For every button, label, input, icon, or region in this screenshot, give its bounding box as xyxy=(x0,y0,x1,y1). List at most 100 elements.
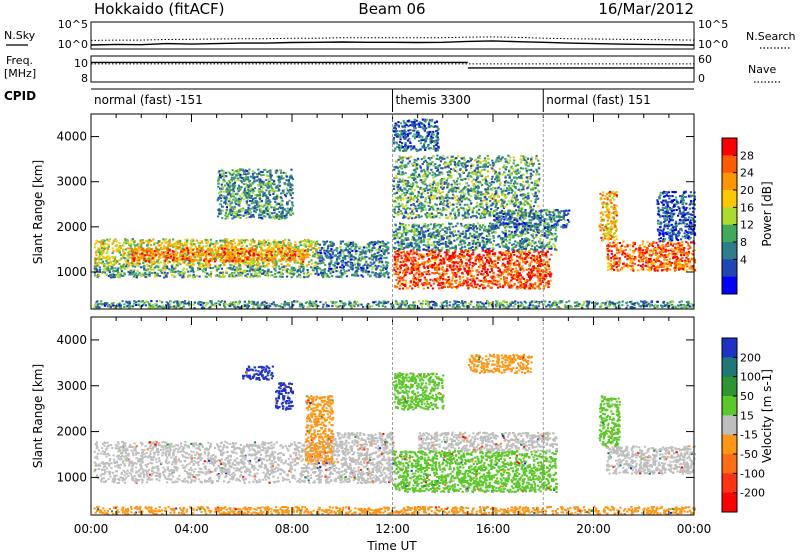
power-cell xyxy=(414,277,416,279)
power-cell xyxy=(329,241,331,243)
power-cell xyxy=(342,241,344,243)
power-cell xyxy=(488,252,490,254)
power-cell xyxy=(290,252,292,254)
power-cell xyxy=(330,243,332,245)
power-cell xyxy=(288,264,290,266)
power-cell xyxy=(225,218,227,220)
power-cell xyxy=(217,199,219,201)
power-cell xyxy=(291,247,293,249)
power-cell xyxy=(220,272,222,274)
power-cell xyxy=(177,270,179,272)
power-cell xyxy=(192,254,194,256)
power-cell xyxy=(548,263,550,265)
power-cell xyxy=(380,270,382,272)
power-cell xyxy=(274,273,276,275)
power-cell xyxy=(266,275,268,277)
power-cell xyxy=(526,269,528,271)
power-cell xyxy=(186,240,188,242)
power-cell xyxy=(539,238,541,240)
power-cell xyxy=(119,242,121,244)
power-cell xyxy=(409,285,411,287)
power-cell xyxy=(489,255,491,257)
power-cell xyxy=(520,252,522,254)
power-cell xyxy=(317,243,319,245)
power-cell xyxy=(410,251,412,253)
power-cell xyxy=(488,262,490,264)
power-cell xyxy=(105,266,107,268)
power-cell xyxy=(338,276,340,278)
power-cell xyxy=(215,259,217,261)
power-cell xyxy=(229,247,231,249)
power-cell xyxy=(482,273,484,275)
power-cell xyxy=(258,251,260,253)
power-cell xyxy=(443,262,445,264)
power-cell xyxy=(98,256,100,258)
power-cell xyxy=(473,275,475,277)
power-cell xyxy=(119,277,121,279)
power-cell xyxy=(267,239,269,241)
power-cell xyxy=(520,281,522,283)
power-cell xyxy=(529,288,531,290)
power-cell xyxy=(352,264,354,266)
power-cell xyxy=(308,261,310,263)
power-cell xyxy=(286,210,288,212)
power-cell xyxy=(298,250,300,252)
power-cell xyxy=(336,260,338,262)
power-cell xyxy=(418,254,420,256)
power-cell xyxy=(415,224,417,226)
power-cell xyxy=(278,250,280,252)
power-cell xyxy=(545,256,547,258)
power-cell xyxy=(205,275,207,277)
power-cell xyxy=(205,264,207,266)
power-cell xyxy=(187,271,189,273)
power-cell xyxy=(231,243,233,245)
power-cell xyxy=(248,204,250,206)
power-cell xyxy=(310,244,312,246)
power-cell xyxy=(98,248,100,250)
power-cell xyxy=(448,260,450,262)
power-cell xyxy=(98,274,100,276)
power-cell xyxy=(179,274,181,276)
power-cell xyxy=(249,210,251,212)
power-cell xyxy=(351,274,353,276)
power-cell xyxy=(217,251,219,253)
power-cell xyxy=(247,176,249,178)
power-cell xyxy=(278,182,280,184)
power-cell xyxy=(234,269,236,271)
power-cell xyxy=(394,256,396,258)
power-cell xyxy=(291,207,293,209)
power-cell xyxy=(257,263,259,265)
power-cell xyxy=(379,241,381,243)
power-cell xyxy=(273,207,275,209)
power-cell xyxy=(103,248,105,250)
power-cell xyxy=(516,272,518,274)
power-cell xyxy=(245,214,247,216)
power-cell xyxy=(469,255,471,257)
power-cell xyxy=(229,264,231,266)
power-cell xyxy=(298,266,300,268)
power-cell xyxy=(399,269,401,271)
power-cell xyxy=(254,207,256,209)
power-cell xyxy=(281,197,283,199)
power-cell xyxy=(299,274,301,276)
power-cell xyxy=(124,268,126,270)
power-cell xyxy=(426,281,428,283)
power-cell xyxy=(226,191,228,193)
power-cell xyxy=(302,268,304,270)
power-cell xyxy=(265,179,267,181)
power-cell xyxy=(302,240,304,242)
power-cell xyxy=(347,245,349,247)
power-cell xyxy=(375,256,377,258)
power-cell xyxy=(492,253,494,255)
power-cell xyxy=(202,253,204,255)
power-cell xyxy=(457,234,459,236)
power-cell xyxy=(226,209,228,211)
power-cell xyxy=(476,269,478,271)
power-cell xyxy=(231,177,233,179)
power-cell xyxy=(152,250,154,252)
power-cell xyxy=(319,244,321,246)
power-cell xyxy=(299,241,301,243)
power-cell xyxy=(382,267,384,269)
power-cell xyxy=(205,253,207,255)
power-cell xyxy=(516,279,518,281)
